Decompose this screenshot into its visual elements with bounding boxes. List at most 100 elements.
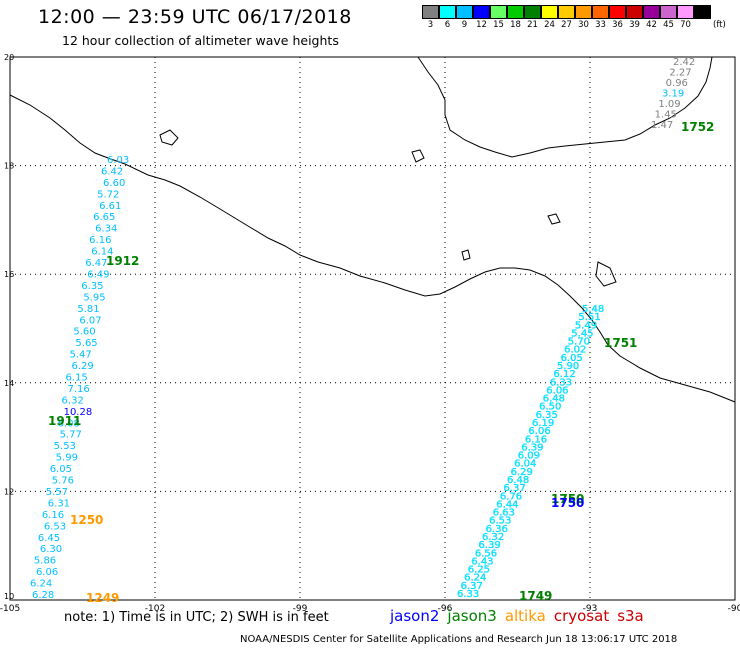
wave-height-value: 6.33 [457, 589, 479, 600]
wave-height-value: 6.29 [511, 467, 533, 478]
wave-height-value: 6.39 [478, 540, 500, 551]
wave-height-value: 5.76 [52, 476, 74, 487]
pass-time-label: 1750 [551, 496, 584, 510]
latitude-tick-label: 16 [4, 270, 14, 279]
longitude-tick-label: -105 [0, 604, 20, 614]
wave-height-value: 6.09 [518, 451, 540, 462]
wave-height-value: 6.33 [550, 377, 572, 388]
wave-height-value: 5.90 [557, 361, 579, 372]
wave-height-value: 6.48 [507, 475, 529, 486]
color-swatch [490, 5, 507, 19]
wave-height-value: 6.25 [468, 565, 490, 576]
wave-height-value: 6.05 [561, 353, 583, 364]
longitude-tick-label: -99 [293, 604, 308, 614]
color-swatch-label: 30 [578, 20, 589, 30]
longitude-tick-label: -93 [583, 604, 598, 614]
color-swatch [558, 5, 575, 19]
wave-height-value: 6.49 [87, 269, 109, 280]
wave-height-value: 6.36 [486, 524, 508, 535]
wave-height-value: 6.35 [81, 281, 103, 292]
pass-time-label: 1911 [48, 414, 81, 428]
wave-height-value: 6.76 [500, 491, 522, 502]
wave-height-value: 5.47 [69, 350, 91, 361]
color-scale-swatches [422, 5, 726, 19]
wave-height-value: 5.51 [578, 312, 600, 323]
latitude-tick-label: 18 [4, 162, 14, 171]
map-grid [10, 57, 735, 600]
satellite-legend-entry: altika [504, 607, 546, 625]
wave-height-value: 2.42 [673, 57, 695, 68]
color-swatch-label: 33 [595, 20, 606, 30]
coastline-mainland [9, 94, 736, 403]
wave-height-value: 6.61 [99, 201, 121, 212]
wave-height-value: 5.48 [582, 304, 604, 315]
wave-height-value: 5.65 [75, 338, 97, 349]
satellite-legend-entry: cryosat [553, 607, 610, 625]
wave-height-value: 6.24 [464, 573, 486, 584]
pass-time-label: 1912 [106, 254, 139, 268]
footer-note: note: 1) Time is in UTC; 2) SWH is in fe… [64, 610, 329, 625]
altika-jason3-west-track: 6.036.426.605.726.616.656.346.166.146.47… [30, 155, 129, 601]
color-swatch-label: 27 [561, 20, 572, 30]
wave-height-value: 6.30 [40, 544, 62, 555]
wave-height-value: 6.06 [546, 385, 568, 396]
wave-height-value: 7.16 [68, 384, 90, 395]
color-scale-legend: 3 6 9 12 15 18 21 24 27 30 33 36 39 42 45 70 (ft) [422, 5, 726, 30]
wave-height-value: 1.47 [651, 120, 673, 131]
wave-height-value: 6.48 [543, 394, 565, 405]
pass-time-label: 1750 [551, 492, 584, 506]
color-swatch [422, 5, 439, 19]
latitude-tick-label: 12 [4, 487, 14, 496]
color-swatch [456, 5, 473, 19]
wave-height-value: 6.45 [38, 533, 60, 544]
wave-height-value: 5.49 [575, 320, 597, 331]
color-swatch-label: 42 [646, 20, 657, 30]
wave-height-value: 5.72 [97, 189, 119, 200]
coastline-gulf [417, 56, 713, 158]
wave-height-value: 6.12 [553, 369, 575, 380]
pass-time-label: 1249 [86, 591, 119, 605]
jason2-jason3-east-track: 5.485.515.495.455.706.026.055.906.126.33… [457, 304, 605, 600]
wave-height-value: 6.08 [58, 418, 80, 429]
wave-height-value: 6.47 [85, 258, 107, 269]
wave-height-value: 6.39 [521, 442, 543, 453]
coastline-islands [159, 129, 617, 287]
color-swatch [575, 5, 592, 19]
color-swatch [677, 5, 694, 19]
wave-height-value: 6.63 [493, 508, 515, 519]
map-frame [9, 56, 736, 601]
wave-height-value: 5.86 [34, 556, 56, 567]
color-swatch [507, 5, 524, 19]
pass-time-label: 1751 [604, 336, 637, 350]
page-subtitle: 12 hour collection of altimeter wave hei… [62, 33, 339, 48]
page-title: 12:00 — 23:59 UTC 06/17/2018 [38, 6, 352, 28]
color-swatch [524, 5, 541, 19]
pass-time-label: 1250 [70, 513, 103, 527]
wave-height-value: 6.42 [101, 166, 123, 177]
wave-height-value: 6.16 [525, 434, 547, 445]
wave-height-value: 5.81 [77, 304, 99, 315]
satellite-legend: jason2 jason3 altika cryosat s3a [390, 607, 652, 625]
wave-height-value: 6.02 [564, 345, 586, 356]
wave-height-value: 1.09 [658, 99, 680, 110]
wave-height-value: 5.45 [571, 328, 593, 339]
wave-height-value: 6.44 [496, 499, 518, 510]
color-swatch [643, 5, 660, 19]
pass-time-label: 1749 [519, 589, 552, 603]
color-swatch-label: 36 [612, 20, 623, 30]
color-swatch [609, 5, 626, 19]
wave-height-value: 5.57 [46, 487, 68, 498]
wave-height-value: 6.03 [107, 155, 129, 166]
footer-credit: NOAA/NESDIS Center for Satellite Applica… [240, 634, 678, 645]
wave-height-value: 6.32 [482, 532, 504, 543]
wave-height-value: 2.27 [669, 68, 691, 79]
color-swatch-label: 12 [476, 20, 487, 30]
wave-height-value: 5.77 [60, 430, 82, 441]
color-swatch-label: 15 [493, 20, 504, 30]
wave-height-value: 6.37 [503, 483, 525, 494]
wave-height-value: 6.14 [91, 247, 113, 258]
latitude-tick-label: 14 [4, 379, 14, 388]
wave-height-value: 6.43 [471, 556, 493, 567]
